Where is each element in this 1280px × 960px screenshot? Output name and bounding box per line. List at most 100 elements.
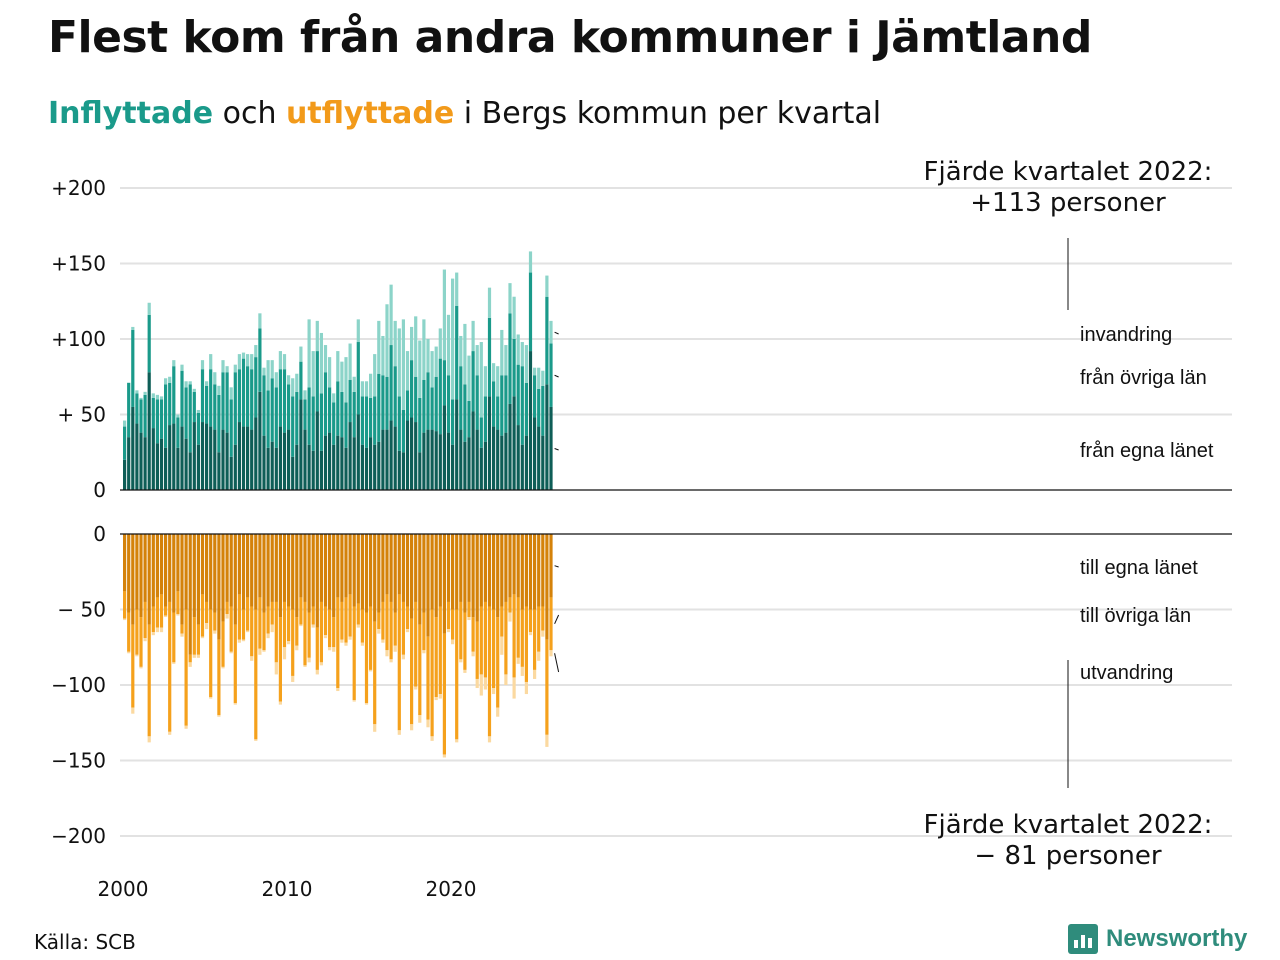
- bar-in-immigration: [143, 391, 147, 395]
- bar-in-other-counties: [352, 391, 356, 438]
- bar-in-immigration: [520, 342, 524, 367]
- bar-in-immigration: [348, 343, 352, 380]
- bar-out-other-counties: [516, 597, 520, 658]
- bar-out-other-counties: [389, 601, 393, 660]
- bar-in-immigration: [336, 351, 340, 382]
- bar-out-emigration: [492, 688, 496, 695]
- bar-in-immigration: [528, 251, 533, 273]
- bar-out-own-county: [492, 534, 496, 610]
- bar-in-own-county: [364, 447, 369, 490]
- bar-in-own-county: [422, 432, 426, 490]
- bar-in-other-counties: [500, 375, 504, 436]
- bar-in-immigration: [209, 354, 213, 370]
- bar-in-other-counties: [348, 379, 352, 423]
- bar-out-own-county: [139, 534, 143, 618]
- bar-out-own-county: [479, 534, 483, 607]
- bar-out-emigration: [176, 614, 180, 616]
- bar-in-own-county: [254, 417, 258, 490]
- bar-out-other-counties: [307, 612, 311, 658]
- bar-in-immigration: [332, 393, 336, 403]
- bar-out-other-counties: [164, 606, 168, 616]
- bar-in-immigration: [397, 328, 401, 397]
- bar-out-other-counties: [373, 621, 377, 725]
- bar-in-immigration: [451, 278, 455, 400]
- bar-in-immigration: [483, 366, 487, 397]
- newsworthy-wordmark: Newsworthy: [1106, 925, 1248, 952]
- bar-in-own-county: [168, 425, 172, 490]
- bar-in-own-county: [467, 437, 471, 490]
- bar-out-own-county: [483, 534, 487, 602]
- bar-in-immigration: [393, 320, 397, 367]
- bar-out-emigration: [147, 736, 151, 743]
- bar-in-own-county: [545, 384, 549, 490]
- bar-out-other-counties: [504, 601, 508, 675]
- bar-in-immigration: [217, 385, 221, 395]
- bar-in-immigration: [311, 351, 315, 397]
- bar-in-immigration: [328, 357, 332, 388]
- bar-out-own-county: [127, 534, 131, 613]
- bar-in-other-counties: [250, 369, 254, 430]
- bar-out-other-counties: [287, 606, 291, 642]
- bar-out-own-county: [512, 534, 516, 595]
- bar-out-other-counties: [250, 606, 254, 657]
- bar-in-own-county: [401, 452, 405, 490]
- bar-in-other-counties: [405, 390, 410, 421]
- bar-in-other-counties: [492, 381, 496, 427]
- bar-in-own-county: [385, 429, 389, 490]
- bar-out-emigration: [258, 648, 262, 655]
- bar-out-other-counties: [237, 594, 241, 640]
- bar-out-emigration: [397, 730, 401, 735]
- bar-in-immigration: [205, 381, 209, 386]
- bar-out-emigration: [414, 686, 418, 690]
- bar-out-own-county: [377, 534, 381, 613]
- page-title: Flest kom från andra kommuner i Jämtland: [48, 12, 1092, 63]
- bar-out-own-county: [410, 534, 414, 619]
- bar-out-own-county: [287, 534, 291, 607]
- bar-out-other-counties: [471, 617, 475, 652]
- bar-out-emigration: [369, 669, 373, 672]
- bar-out-emigration: [524, 681, 528, 695]
- bar-out-own-county: [270, 534, 274, 602]
- bar-out-emigration: [393, 645, 397, 652]
- bar-out-emigration: [311, 624, 315, 628]
- bar-in-other-counties: [410, 360, 414, 418]
- bar-in-own-county: [487, 396, 492, 490]
- bar-in-immigration: [533, 367, 537, 376]
- bar-in-own-county: [221, 429, 225, 490]
- bar-out-own-county: [414, 534, 418, 602]
- bar-out-emigration: [352, 700, 356, 702]
- bar-out-other-counties: [545, 639, 549, 735]
- bar-out-own-county: [508, 534, 512, 598]
- bar-in-own-county: [455, 399, 459, 490]
- bar-in-immigration: [250, 354, 254, 370]
- bar-in-other-counties: [385, 376, 389, 430]
- bar-out-other-counties: [463, 612, 467, 670]
- bar-out-other-counties: [344, 597, 348, 643]
- bar-in-own-county: [356, 414, 360, 490]
- bar-out-own-county: [311, 534, 315, 607]
- bar-out-own-county: [123, 534, 127, 592]
- bar-out-other-counties: [434, 617, 438, 698]
- bar-out-own-county: [176, 534, 180, 592]
- bar-out-other-counties: [483, 601, 487, 678]
- bar-in-other-counties: [369, 397, 373, 438]
- bar-out-own-county: [340, 534, 344, 602]
- bar-out-other-counties: [385, 594, 389, 651]
- top-callout-line1: Fjärde kvartalet 2022:: [924, 157, 1213, 187]
- bar-out-own-county: [155, 534, 159, 598]
- bar-out-emigration: [274, 662, 278, 675]
- bar-in-other-counties: [143, 394, 147, 438]
- bar-in-immigration: [389, 284, 393, 346]
- bar-in-other-counties: [278, 369, 282, 427]
- bar-out-other-counties: [422, 612, 426, 651]
- bar-out-own-county: [438, 534, 442, 607]
- bar-in-immigration: [164, 378, 168, 385]
- bar-out-own-county: [184, 534, 188, 610]
- bar-out-other-counties: [352, 606, 356, 701]
- bar-out-other-counties: [500, 606, 504, 637]
- bottom-callout-line1: Fjärde kvartalet 2022:: [924, 810, 1213, 840]
- bar-out-own-county: [250, 534, 254, 607]
- bar-out-emigration: [164, 615, 168, 618]
- bar-in-immigration: [455, 272, 459, 306]
